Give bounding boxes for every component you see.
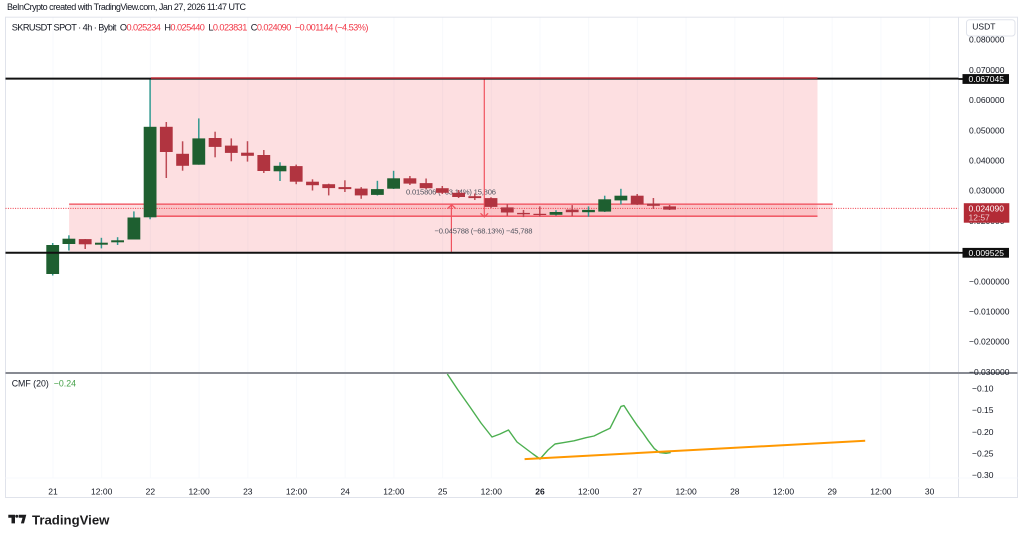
svg-text:0.015806 (−63.14%) 15,806: 0.015806 (−63.14%) 15,806 bbox=[406, 187, 496, 196]
svg-text:26: 26 bbox=[535, 486, 545, 496]
svg-text:12:57: 12:57 bbox=[969, 213, 991, 223]
svg-text:0.080000: 0.080000 bbox=[969, 35, 1005, 45]
svg-text:SKRUSDT SPOT · 4h · Bybit O0.: SKRUSDT SPOT · 4h · Bybit O0.025234 H0.0… bbox=[12, 22, 369, 32]
svg-text:27: 27 bbox=[633, 486, 643, 496]
svg-text:12:00: 12:00 bbox=[870, 486, 892, 496]
svg-text:12:00: 12:00 bbox=[91, 486, 113, 496]
svg-text:12:00: 12:00 bbox=[383, 486, 405, 496]
svg-text:30: 30 bbox=[925, 486, 935, 496]
svg-text:12:00: 12:00 bbox=[481, 486, 503, 496]
svg-text:USDT: USDT bbox=[972, 22, 995, 32]
svg-text:TradingView: TradingView bbox=[32, 512, 110, 527]
svg-text:21: 21 bbox=[48, 486, 58, 496]
svg-text:23: 23 bbox=[243, 486, 253, 496]
svg-text:0.067045: 0.067045 bbox=[969, 74, 1005, 84]
svg-text:−0.25: −0.25 bbox=[972, 449, 994, 459]
svg-text:−0.020000: −0.020000 bbox=[969, 337, 1010, 347]
svg-text:12:00: 12:00 bbox=[286, 486, 308, 496]
svg-text:25: 25 bbox=[438, 486, 448, 496]
svg-text:−0.15: −0.15 bbox=[972, 405, 994, 415]
svg-text:12:00: 12:00 bbox=[773, 486, 795, 496]
svg-text:12:00: 12:00 bbox=[675, 486, 697, 496]
svg-text:28: 28 bbox=[730, 486, 740, 496]
svg-text:BeInCrypto created with Tradin: BeInCrypto created with TradingView.com,… bbox=[7, 2, 247, 12]
svg-text:−0.20: −0.20 bbox=[972, 427, 994, 437]
svg-text:−0.30: −0.30 bbox=[972, 470, 994, 480]
svg-text:29: 29 bbox=[827, 486, 837, 496]
svg-text:CMF (20) −0.24: CMF (20) −0.24 bbox=[12, 379, 76, 389]
svg-text:0.024090: 0.024090 bbox=[969, 204, 1005, 214]
svg-text:−0.030000: −0.030000 bbox=[969, 367, 1010, 377]
svg-text:0.009525: 0.009525 bbox=[969, 248, 1005, 258]
svg-text:24: 24 bbox=[340, 486, 350, 496]
svg-text:22: 22 bbox=[146, 486, 156, 496]
svg-text:−0.010000: −0.010000 bbox=[969, 307, 1010, 317]
svg-text:−0.10: −0.10 bbox=[972, 384, 994, 394]
svg-text:0.070000: 0.070000 bbox=[969, 65, 1005, 75]
svg-text:0.040000: 0.040000 bbox=[969, 156, 1005, 166]
svg-text:0.060000: 0.060000 bbox=[969, 95, 1005, 105]
svg-text:−0.000000: −0.000000 bbox=[969, 276, 1010, 286]
svg-text:12:00: 12:00 bbox=[578, 486, 600, 496]
svg-text:12:00: 12:00 bbox=[188, 486, 210, 496]
svg-text:0.030000: 0.030000 bbox=[969, 186, 1005, 196]
svg-text:0.050000: 0.050000 bbox=[969, 125, 1005, 135]
svg-text:−0.045788 (−68.13%) −45,788: −0.045788 (−68.13%) −45,788 bbox=[435, 226, 533, 235]
